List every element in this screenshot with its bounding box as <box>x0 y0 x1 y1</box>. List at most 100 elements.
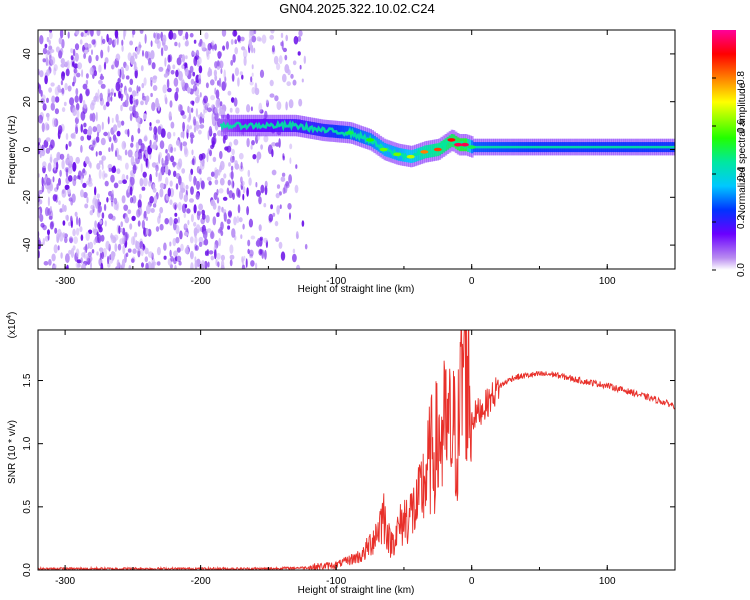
noise-cell <box>196 210 202 216</box>
noise-cell <box>82 182 87 188</box>
noise-cell <box>210 199 216 207</box>
noise-cell <box>235 107 240 114</box>
noise-cell <box>214 174 218 179</box>
noise-cell <box>49 221 54 230</box>
noise-cell <box>199 265 204 269</box>
noise-cell <box>239 71 243 76</box>
noise-cell <box>203 261 206 268</box>
noise-cell <box>79 93 83 104</box>
noise-cell <box>76 175 81 180</box>
noise-cell <box>134 68 138 79</box>
noise-cell <box>40 222 45 228</box>
noise-cell <box>207 70 211 78</box>
noise-cell <box>152 183 156 190</box>
noise-cell <box>227 179 231 186</box>
noise-cell <box>118 225 121 234</box>
noise-cell <box>296 264 301 269</box>
noise-cell <box>81 69 84 78</box>
noise-cell <box>45 137 51 142</box>
noise-cell <box>219 60 224 69</box>
noise-cell <box>118 90 122 99</box>
noise-cell <box>255 182 258 188</box>
noise-cell <box>282 153 285 159</box>
noise-cell <box>198 129 202 135</box>
noise-cell <box>91 39 96 45</box>
noise-cell <box>65 133 69 140</box>
noise-cell <box>199 124 205 129</box>
noise-cell <box>209 231 215 240</box>
noise-cell <box>253 47 256 54</box>
noise-cell <box>61 107 66 113</box>
noise-cell <box>101 121 104 131</box>
noise-cell <box>108 147 111 153</box>
noise-cell <box>243 56 247 66</box>
noise-cell <box>153 32 156 39</box>
noise-cell <box>213 192 218 201</box>
noise-cell <box>39 70 44 78</box>
noise-cell <box>275 142 280 147</box>
noise-cell <box>82 168 86 174</box>
noise-cell <box>148 180 152 187</box>
noise-cell <box>85 79 89 85</box>
noise-cell <box>252 154 257 160</box>
noise-cell <box>226 218 231 225</box>
noise-cell <box>76 215 79 226</box>
noise-cell <box>153 133 157 141</box>
ridge-point <box>393 152 402 157</box>
noise-cell <box>59 169 62 177</box>
noise-cell <box>174 91 179 102</box>
noise-cell <box>103 104 107 111</box>
noise-cell <box>167 54 171 63</box>
noise-cell <box>51 95 56 104</box>
noise-cell <box>137 220 141 227</box>
noise-cell <box>163 73 168 78</box>
noise-cell <box>150 50 155 60</box>
noise-cell <box>93 195 97 205</box>
noise-cell <box>49 49 55 53</box>
noise-cell <box>61 87 65 95</box>
noise-cell <box>159 223 164 231</box>
noise-cell <box>68 249 72 255</box>
noise-cell <box>46 97 49 104</box>
noise-cell <box>175 139 180 146</box>
noise-cell <box>72 61 75 67</box>
noise-cell <box>61 159 65 170</box>
noise-cell <box>70 133 76 139</box>
noise-cell <box>256 189 261 197</box>
noise-cell <box>50 82 55 87</box>
noise-cell <box>47 196 51 207</box>
noise-cell <box>142 50 144 57</box>
noise-cell <box>110 95 113 102</box>
noise-cell <box>193 118 197 126</box>
noise-cell <box>196 180 200 190</box>
noise-cell <box>238 152 244 160</box>
noise-cell <box>263 237 268 243</box>
noise-cell <box>250 260 255 267</box>
noise-cell <box>240 161 243 170</box>
noise-cell <box>176 255 182 262</box>
noise-cell <box>174 204 177 211</box>
noise-cell <box>271 142 277 147</box>
noise-cell <box>280 251 286 261</box>
ridge-core <box>219 119 675 162</box>
noise-cell <box>158 152 162 159</box>
noise-cell <box>222 209 227 214</box>
noise-cell <box>129 186 133 196</box>
noise-cell <box>82 32 88 38</box>
noise-cell <box>275 192 280 199</box>
noise-cell <box>110 174 115 183</box>
noise-cell <box>214 43 217 51</box>
noise-cell <box>234 47 238 55</box>
noise-cell <box>56 183 59 190</box>
noise-cell <box>196 124 201 129</box>
spectrogram-noise <box>38 30 308 269</box>
noise-cell <box>48 87 52 93</box>
noise-cell <box>137 127 141 134</box>
noise-cell <box>132 52 137 57</box>
noise-cell <box>52 176 55 183</box>
noise-cell <box>269 34 275 40</box>
noise-cell <box>173 257 177 265</box>
noise-cell <box>74 95 79 103</box>
noise-cell <box>195 224 201 233</box>
noise-cell <box>121 45 124 52</box>
